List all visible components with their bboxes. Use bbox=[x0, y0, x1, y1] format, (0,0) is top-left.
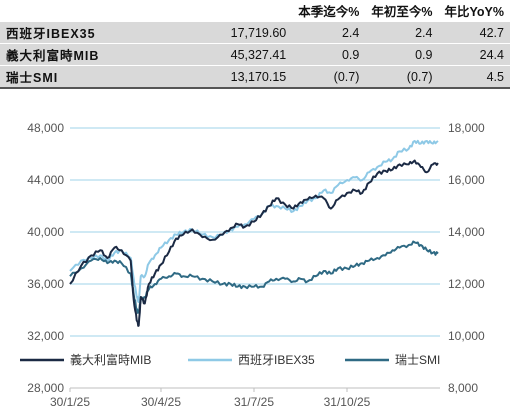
right-tick-label: 14,000 bbox=[448, 225, 485, 239]
right-tick-label: 18,000 bbox=[448, 121, 485, 135]
x-tick-label: 31/10/25 bbox=[324, 395, 371, 409]
table-row: 義大利富時MIB 45,327.41 0.9 0.9 24.4 bbox=[0, 43, 510, 66]
index-ytd: (0.7) bbox=[365, 65, 439, 89]
series-line bbox=[69, 240, 439, 314]
gridlines bbox=[70, 127, 440, 389]
table-row: 瑞士SMI 13,170.15 (0.7) (0.7) 4.5 bbox=[0, 65, 510, 89]
series-line bbox=[69, 159, 439, 327]
index-yoy: 24.4 bbox=[438, 43, 510, 66]
legend-label: 義大利富時MIB bbox=[70, 352, 151, 367]
index-ytd: 2.4 bbox=[365, 21, 439, 44]
index-qtd: 0.9 bbox=[292, 43, 366, 66]
right-tick-label: 16,000 bbox=[448, 173, 485, 187]
index-qtd: 2.4 bbox=[292, 21, 366, 44]
table-header bbox=[0, 0, 162, 22]
index-level: 45,327.41 bbox=[161, 43, 293, 66]
series-lines bbox=[69, 139, 439, 327]
left-tick-label: 44,000 bbox=[27, 173, 64, 187]
series-line bbox=[69, 139, 439, 304]
table-header: 本季迄今% bbox=[292, 0, 366, 22]
left-tick-label: 28,000 bbox=[27, 381, 64, 395]
table-header-row: 本季迄今% 年初至今% 年比YoY% bbox=[0, 0, 510, 22]
index-yoy: 42.7 bbox=[438, 21, 510, 44]
x-axis: 30/1/25 30/4/25 31/7/25 31/10/25 bbox=[50, 388, 371, 409]
index-name: 瑞士SMI bbox=[0, 65, 162, 89]
right-tick-label: 12,000 bbox=[448, 277, 485, 291]
x-tick-label: 31/7/25 bbox=[234, 395, 274, 409]
index-qtd: (0.7) bbox=[292, 65, 366, 89]
table-header bbox=[161, 0, 293, 22]
x-tick-label: 30/4/25 bbox=[141, 395, 181, 409]
index-ytd: 0.9 bbox=[365, 43, 439, 66]
right-axis: 8,000 10,000 12,000 14,000 16,000 18,000 bbox=[448, 121, 485, 395]
x-tick-label: 30/1/25 bbox=[50, 395, 90, 409]
legend: 義大利富時MIB 西班牙IBEX35 瑞士SMI bbox=[20, 352, 440, 367]
legend-label: 瑞士SMI bbox=[395, 353, 440, 367]
summary-table: 本季迄今% 年初至今% 年比YoY% 西班牙IBEX35 17,719.60 2… bbox=[0, 0, 510, 89]
table-header: 年比YoY% bbox=[438, 0, 510, 22]
index-name: 義大利富時MIB bbox=[0, 43, 162, 66]
index-level: 13,170.15 bbox=[161, 65, 293, 89]
index-level: 17,719.60 bbox=[161, 21, 293, 44]
table-row: 西班牙IBEX35 17,719.60 2.4 2.4 42.7 bbox=[0, 21, 510, 44]
right-tick-label: 8,000 bbox=[448, 381, 478, 395]
left-tick-label: 36,000 bbox=[27, 277, 64, 291]
left-tick-label: 32,000 bbox=[27, 329, 64, 343]
right-tick-label: 10,000 bbox=[448, 329, 485, 343]
line-chart: 28,000 32,000 36,000 40,000 44,000 48,000 8,0… bbox=[20, 121, 485, 409]
index-name: 西班牙IBEX35 bbox=[0, 21, 162, 44]
left-tick-label: 40,000 bbox=[27, 225, 64, 239]
index-yoy: 4.5 bbox=[438, 65, 510, 89]
left-axis: 28,000 32,000 36,000 40,000 44,000 48,000 bbox=[27, 121, 64, 395]
table-header: 年初至今% bbox=[365, 0, 439, 22]
legend-label: 西班牙IBEX35 bbox=[238, 353, 315, 367]
left-tick-label: 48,000 bbox=[27, 121, 64, 135]
